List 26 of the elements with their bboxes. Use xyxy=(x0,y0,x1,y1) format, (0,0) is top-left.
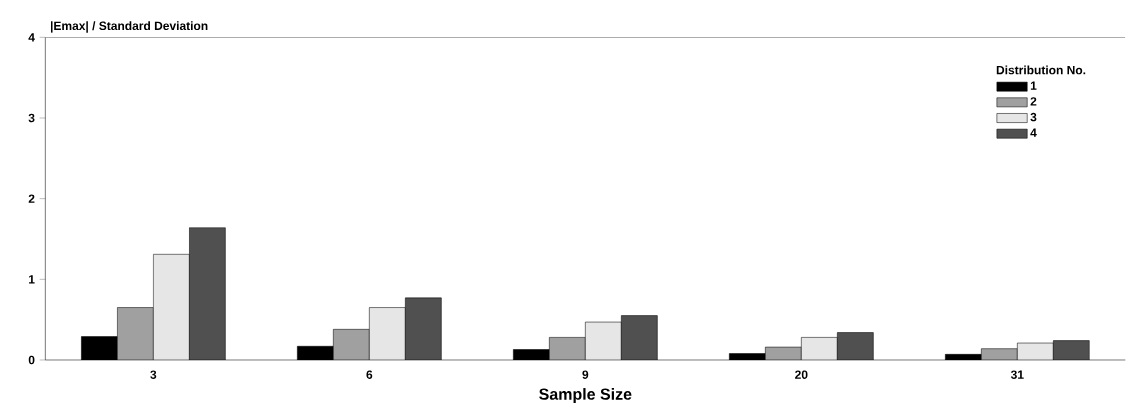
x-tick-label: 20 xyxy=(795,370,808,379)
legend-title: Distribution No. xyxy=(996,65,1086,75)
x-axis-title: Sample Size xyxy=(539,388,632,403)
y-tick-label: 4 xyxy=(28,33,35,42)
bar xyxy=(585,322,622,360)
legend-label: 3 xyxy=(1030,112,1037,122)
bar xyxy=(153,254,190,360)
bar xyxy=(189,227,226,360)
legend-label: 4 xyxy=(1030,128,1037,137)
y-tick-label: 3 xyxy=(28,113,35,123)
y-tick-label: 0 xyxy=(28,355,35,365)
bar xyxy=(369,307,406,360)
legend-label: 1 xyxy=(1030,81,1037,90)
x-tick-label: 6 xyxy=(366,370,373,379)
y-axis-title: |Emax| / Standard Deviation xyxy=(50,21,208,33)
legend-label: 2 xyxy=(1030,97,1037,106)
bar xyxy=(801,337,838,360)
y-tick-label: 1 xyxy=(29,275,35,284)
bar xyxy=(621,315,658,360)
x-tick-label: 3 xyxy=(150,370,157,379)
bar xyxy=(1053,340,1090,360)
y-tick-label: 2 xyxy=(28,194,35,203)
x-tick-label: 9 xyxy=(582,370,589,379)
bar xyxy=(405,297,442,360)
x-tick-label: 31 xyxy=(1010,370,1024,379)
bar xyxy=(837,332,874,360)
